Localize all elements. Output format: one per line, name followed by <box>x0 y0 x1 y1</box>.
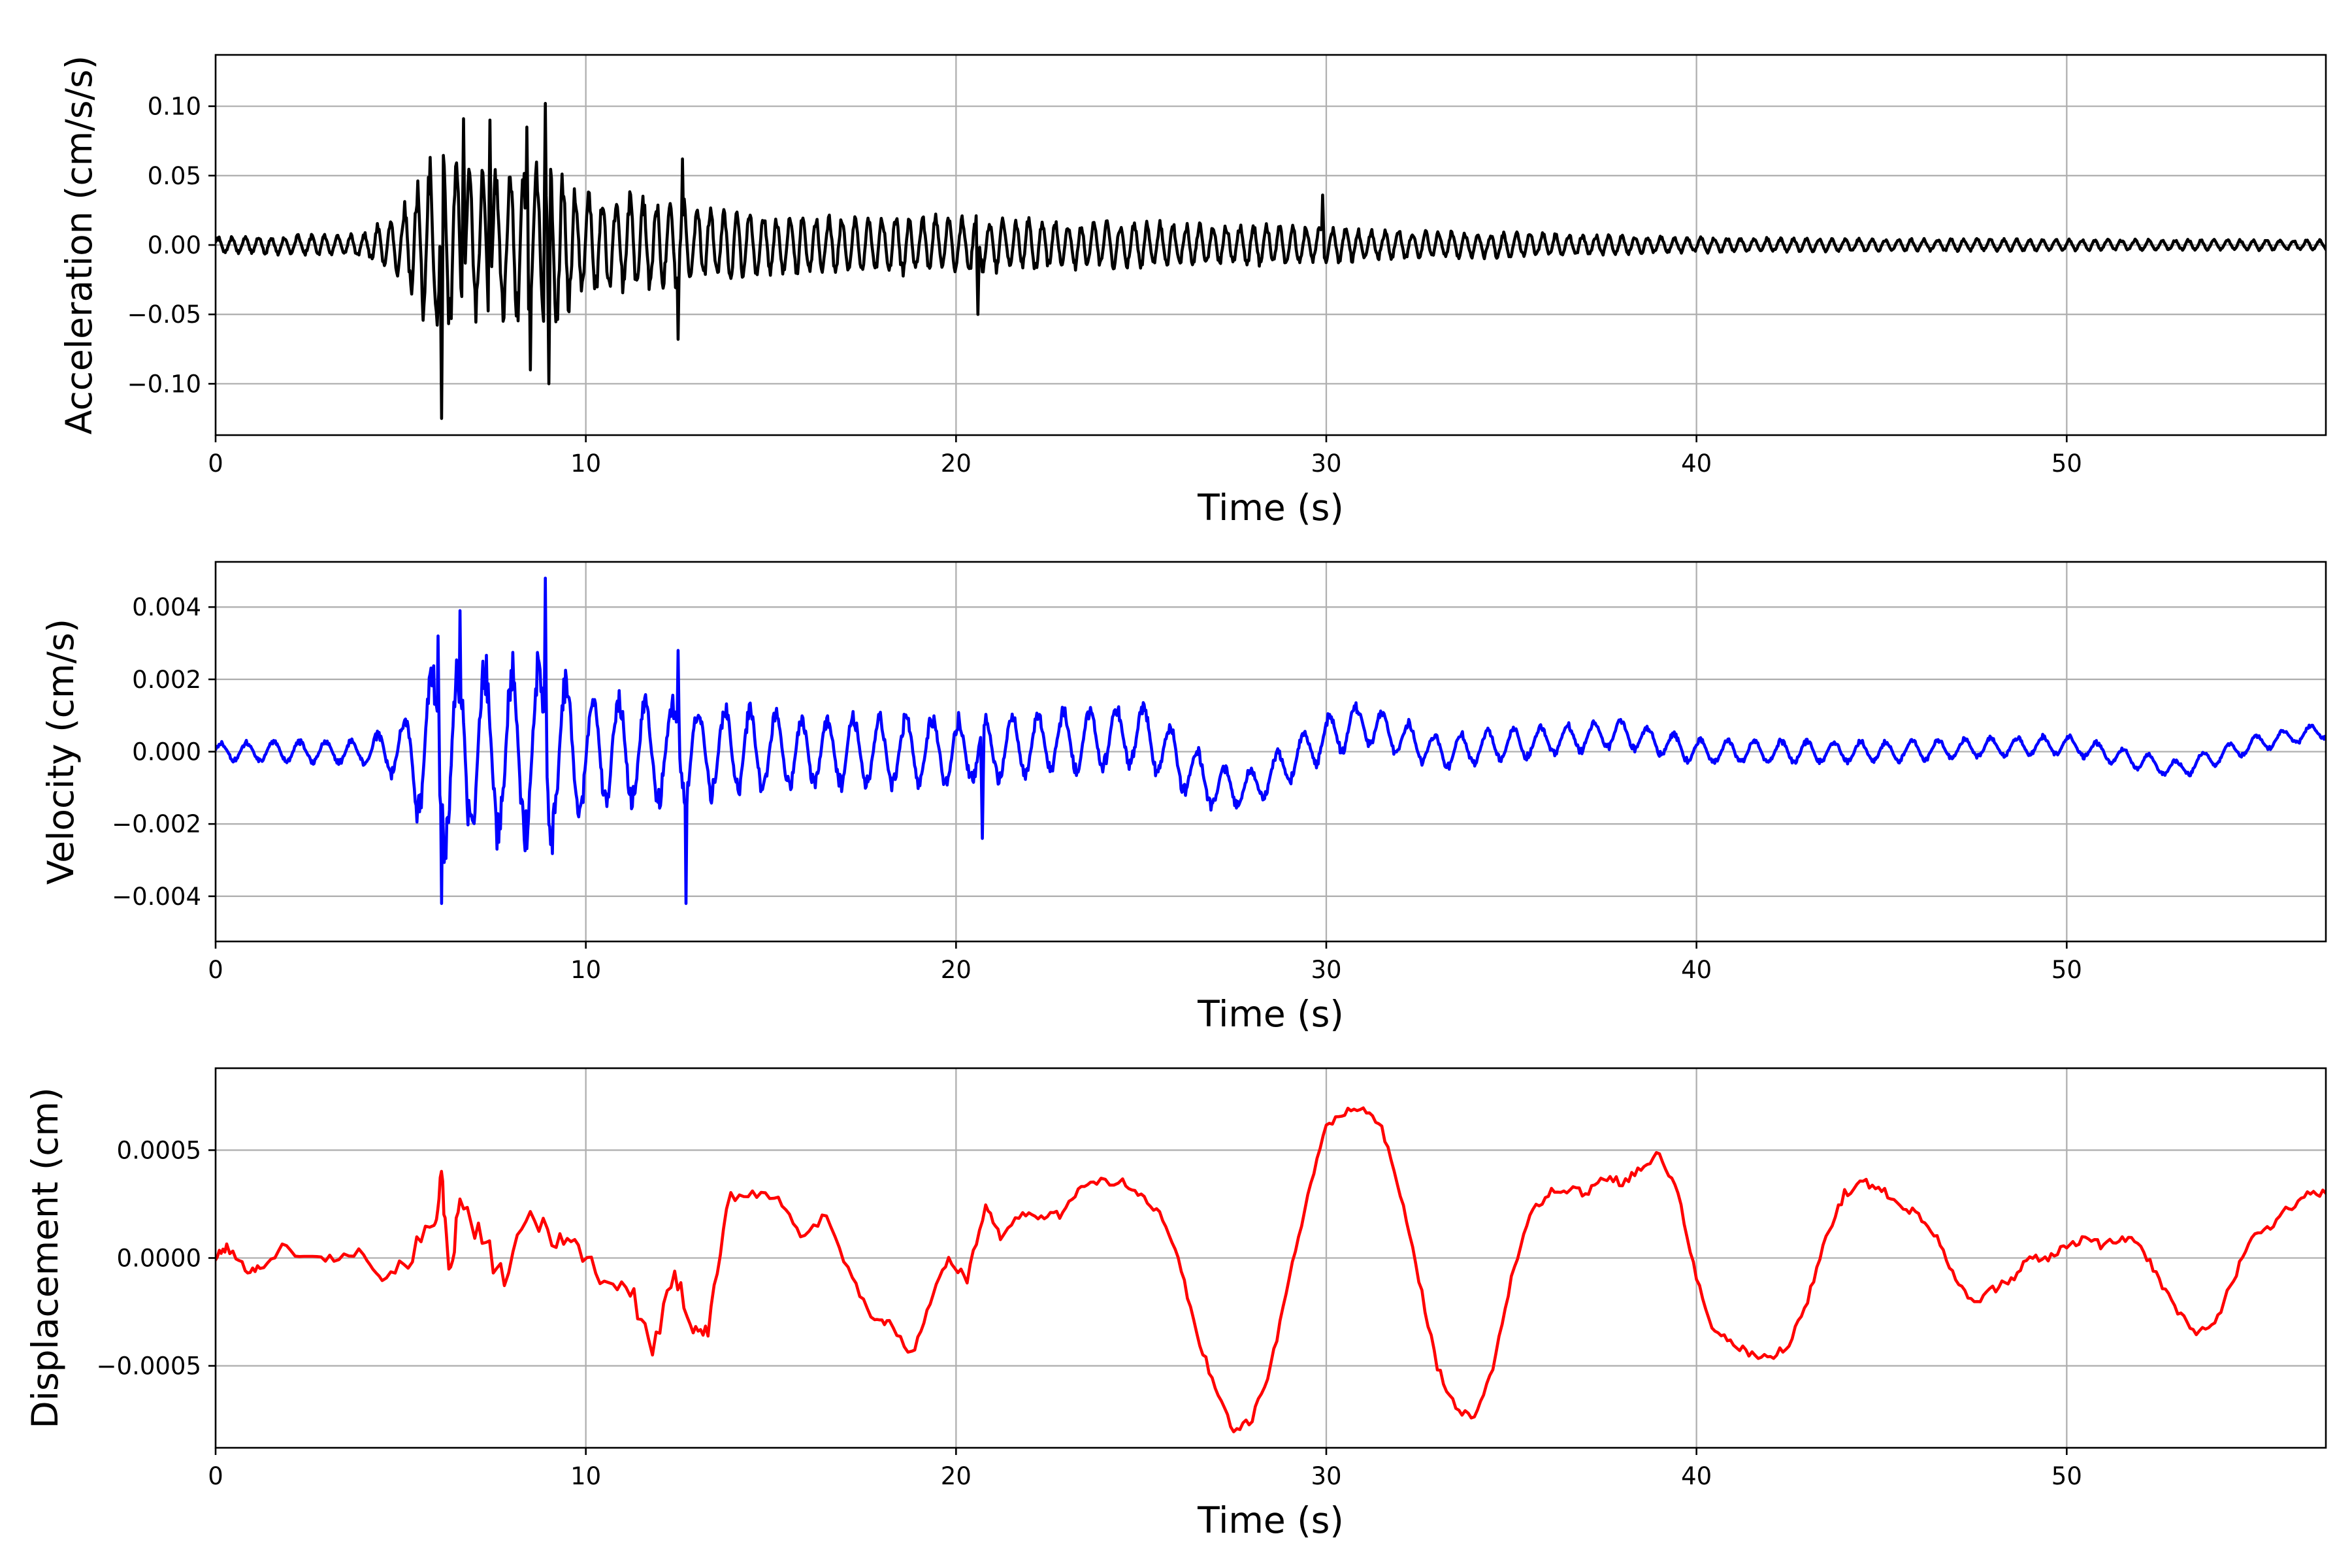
displacement-y-tick-label: −0.0005 <box>97 1352 201 1380</box>
acceleration-y-tick-label: −0.10 <box>127 370 201 398</box>
acceleration-x-tick-label: 40 <box>1681 449 1712 478</box>
acceleration-x-tick-label: 0 <box>208 449 223 478</box>
acceleration-y-tick-label: 0.05 <box>148 162 201 190</box>
displacement-y-axis-label: Displacement (cm) <box>24 1087 66 1428</box>
velocity-x-axis-label: Time (s) <box>1197 993 1344 1035</box>
velocity-x-tick-label: 30 <box>1311 956 1341 984</box>
acceleration-y-tick-label: 0.00 <box>148 231 201 259</box>
velocity-panel: 0 10 20 30 40 50 −0.004 −0.002 0.000 0.002 0.004 Ti… <box>40 561 2327 1035</box>
velocity-y-tick-label: −0.004 <box>112 883 201 911</box>
displacement-x-tick-label: 40 <box>1681 1462 1712 1490</box>
displacement-x-axis-label: Time (s) <box>1197 1499 1344 1541</box>
velocity-x-tick-label: 20 <box>941 956 972 984</box>
acceleration-x-tick-label: 30 <box>1311 449 1341 478</box>
displacement-x-tick-label: 50 <box>2051 1462 2082 1490</box>
acceleration-x-tick-label: 20 <box>941 449 972 478</box>
acceleration-y-tick-label: 0.10 <box>148 93 201 121</box>
acceleration-series-line <box>216 102 2326 420</box>
velocity-x-tick-label: 50 <box>2051 956 2082 984</box>
acceleration-plot-frame <box>214 54 2327 436</box>
displacement-plot-frame <box>214 1067 2327 1449</box>
displacement-x-tick-label: 30 <box>1311 1462 1341 1490</box>
displacement-x-tick-label: 20 <box>941 1462 972 1490</box>
velocity-y-tick-label: 0.004 <box>132 593 201 621</box>
displacement-y-tick-label: 0.0005 <box>117 1136 201 1164</box>
acceleration-x-axis-label: Time (s) <box>1197 487 1344 529</box>
velocity-x-tick-label: 40 <box>1681 956 1712 984</box>
velocity-x-tick-label: 0 <box>208 956 223 984</box>
acceleration-x-tick-label: 50 <box>2051 449 2082 478</box>
velocity-y-tick-label: 0.000 <box>132 738 201 766</box>
displacement-x-tick-label: 0 <box>208 1462 223 1490</box>
velocity-y-tick-label: −0.002 <box>112 810 201 838</box>
velocity-x-tick-label: 10 <box>570 956 601 984</box>
acceleration-x-tick-label: 10 <box>570 449 601 478</box>
acceleration-panel: 0 10 20 30 40 50 −0.10 −0.05 0.00 0.05 0.10 Time (s… <box>58 54 2327 529</box>
velocity-y-axis-label: Velocity (cm/s) <box>40 619 82 885</box>
velocity-plot-frame <box>214 561 2327 943</box>
displacement-series-line <box>216 1106 2326 1433</box>
velocity-series-line <box>216 576 2326 906</box>
displacement-x-tick-label: 10 <box>570 1462 601 1490</box>
acceleration-y-axis-label: Acceleration (cm/s/s) <box>58 56 100 434</box>
displacement-y-tick-label: 0.0000 <box>117 1245 201 1273</box>
velocity-y-tick-label: 0.002 <box>132 666 201 694</box>
acceleration-y-tick-label: −0.05 <box>127 301 201 329</box>
displacement-panel: 0 10 20 30 40 50 −0.0005 0.0000 0.0005 Time (s) Di… <box>24 1067 2327 1541</box>
